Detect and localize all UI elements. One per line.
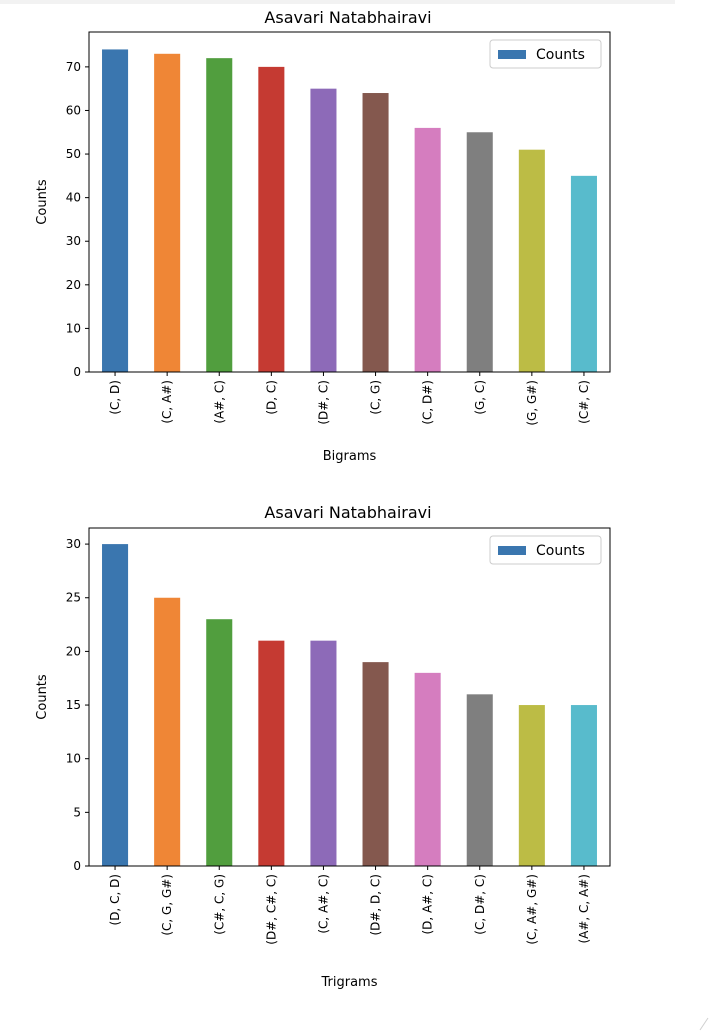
- legend-box: [489, 39, 602, 69]
- x-axis-ticks: (C, D) (C, A#) (A#, C) (D, C) (D#, C) (C, G) (…: [108, 372, 591, 426]
- legend-box: [489, 535, 602, 565]
- bar: [206, 619, 233, 866]
- bar: [414, 127, 441, 373]
- legend-swatch: [498, 546, 526, 555]
- y-tick-label: 60: [66, 103, 81, 117]
- x-axis-label: Trigrams: [321, 975, 378, 990]
- trigram-chart: Asavari Natabhairavi 0 5 10 15 20 25 30 (D, C,…: [35, 503, 611, 990]
- y-tick-label: 15: [66, 698, 81, 712]
- x-tick-label: (C#, C, G): [212, 874, 226, 935]
- bar: [258, 66, 285, 372]
- x-axis-ticks: (D, C, D) (C, G, G#) (C#, C, G) (D#, C#, C)…: [108, 866, 591, 945]
- y-axis-label: Counts: [35, 179, 50, 225]
- y-tick-label: 20: [66, 278, 81, 292]
- plot-frame: [88, 31, 611, 373]
- x-tick-label: (A#, C, A#): [577, 874, 591, 944]
- y-tick-label: 0: [73, 859, 81, 873]
- y-tick-label: 25: [66, 591, 81, 605]
- x-tick-label: (G, G#): [525, 380, 539, 426]
- x-tick-label: (C, D#): [421, 380, 435, 425]
- x-tick-label: (C, G): [369, 380, 383, 415]
- legend-swatch: [498, 50, 526, 59]
- cell-top-band: [0, 0, 675, 4]
- legend: Counts: [489, 535, 602, 565]
- x-tick-label: (D#, C#, C): [264, 874, 278, 945]
- legend: Counts: [489, 39, 602, 69]
- legend-label: Counts: [536, 47, 585, 63]
- decorative-stroke: [699, 1017, 709, 1031]
- bar: [258, 640, 285, 866]
- x-tick-label: (C#, C): [577, 380, 591, 424]
- x-tick-label: (D, C, D): [108, 874, 122, 925]
- x-tick-label: (C, A#, G#): [525, 874, 539, 945]
- x-tick-label: (C, D): [108, 380, 122, 415]
- y-tick-label: 5: [73, 805, 81, 819]
- y-tick-label: 20: [66, 644, 81, 658]
- y-axis-ticks: 0 5 10 15 20 25 30: [66, 537, 89, 873]
- x-tick-label: (C, A#, C): [316, 874, 330, 934]
- bar: [154, 597, 181, 866]
- x-tick-label: (C, G, G#): [160, 874, 174, 936]
- bar: [206, 58, 233, 373]
- bar: [310, 640, 337, 866]
- bigram-chart: Asavari Natabhairavi 0 10 20 30 40 50 60 70 (C,…: [35, 8, 611, 464]
- x-axis-label: Bigrams: [323, 449, 377, 464]
- x-tick-label: (D#, C): [316, 380, 330, 425]
- bar: [570, 705, 597, 866]
- bar: [466, 694, 493, 866]
- bar: [518, 705, 545, 866]
- x-tick-label: (D, A#, C): [421, 874, 435, 935]
- y-tick-label: 0: [73, 365, 81, 379]
- y-tick-label: 40: [66, 191, 81, 205]
- bar: [518, 149, 545, 372]
- legend-label: Counts: [536, 543, 585, 559]
- bar: [362, 662, 389, 866]
- bar: [310, 88, 337, 373]
- bar: [102, 49, 129, 372]
- bar: [154, 53, 181, 373]
- y-tick-label: 10: [66, 752, 81, 766]
- bar: [102, 544, 129, 866]
- x-tick-label: (D#, D, C): [369, 874, 383, 936]
- x-tick-label: (A#, C): [212, 380, 226, 424]
- bars: [102, 544, 597, 866]
- x-tick-label: (G, C): [473, 380, 487, 415]
- y-tick-label: 30: [66, 234, 81, 248]
- y-tick-label: 30: [66, 537, 81, 551]
- y-tick-label: 10: [66, 321, 81, 335]
- y-axis-ticks: 0 10 20 30 40 50 60 70: [66, 60, 89, 379]
- bar: [414, 672, 441, 866]
- bar: [570, 175, 597, 372]
- bar: [466, 132, 493, 372]
- y-axis-label: Counts: [35, 674, 50, 720]
- y-tick-label: 50: [66, 147, 81, 161]
- chart-title: Asavari Natabhairavi: [264, 503, 431, 522]
- plot-frame: [88, 527, 611, 867]
- chart-title: Asavari Natabhairavi: [264, 8, 431, 27]
- x-tick-label: (C, D#, C): [473, 874, 487, 935]
- y-tick-label: 70: [66, 60, 81, 74]
- x-tick-label: (C, A#): [160, 380, 174, 424]
- bars: [102, 49, 597, 373]
- bar: [362, 93, 389, 373]
- x-tick-label: (D, C): [264, 380, 278, 415]
